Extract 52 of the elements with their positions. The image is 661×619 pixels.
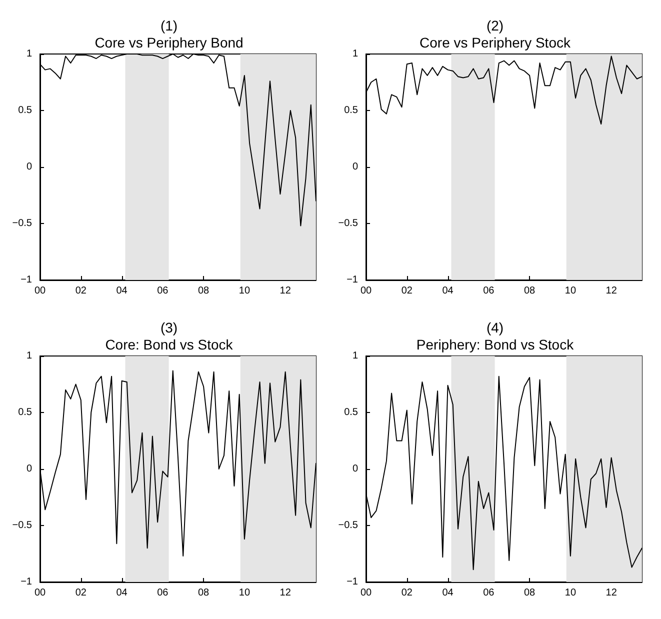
chart-title: (3) Core: Bond vs Stock bbox=[105, 320, 234, 352]
y-tick-label: −1 bbox=[346, 576, 358, 588]
y-tick-label: 0 bbox=[26, 464, 32, 474]
x-tick-label: 08 bbox=[198, 588, 210, 598]
chart-title: (1) Core vs Periphery Bond bbox=[94, 18, 244, 50]
x-tick-label: 00 bbox=[34, 588, 46, 598]
y-tick-label: 0.5 bbox=[344, 105, 358, 116]
x-tick-label: 08 bbox=[198, 286, 210, 296]
x-tick-label: 00 bbox=[360, 286, 372, 296]
x-tick-label: 02 bbox=[401, 286, 413, 296]
y-tick-label: 0 bbox=[26, 162, 32, 172]
chart-title: (2) Core vs Periphery Stock bbox=[420, 18, 572, 50]
x-tick-label: 06 bbox=[483, 588, 495, 598]
x-tick-label: 10 bbox=[564, 286, 576, 296]
x-tick-label: 00 bbox=[34, 286, 46, 296]
x-tick-label: 04 bbox=[116, 286, 128, 296]
y-tick-label: 1 bbox=[26, 48, 32, 60]
y-tick-label: −0.5 bbox=[338, 218, 358, 229]
y-tick-label: 1 bbox=[26, 350, 32, 362]
x-tick-label: 12 bbox=[606, 588, 618, 598]
x-tick-label: 02 bbox=[75, 286, 87, 296]
x-tick-label: 06 bbox=[157, 286, 169, 296]
y-tick-label: 0.5 bbox=[18, 407, 32, 418]
x-tick-label: 02 bbox=[401, 588, 413, 598]
x-tick-label: 10 bbox=[564, 588, 576, 598]
x-tick-label: 12 bbox=[280, 588, 292, 598]
y-tick-label: −1 bbox=[346, 274, 358, 286]
y-tick-label: −0.5 bbox=[12, 520, 32, 531]
y-tick-label: 1 bbox=[352, 48, 358, 60]
y-tick-label: 0 bbox=[352, 464, 358, 474]
x-tick-label: 06 bbox=[483, 286, 495, 296]
y-tick-label: 0 bbox=[352, 162, 358, 172]
y-tick-label: −0.5 bbox=[12, 218, 32, 229]
x-tick-label: 02 bbox=[75, 588, 87, 598]
y-tick-label: 0.5 bbox=[18, 105, 32, 116]
x-tick-label: 10 bbox=[238, 286, 250, 296]
x-tick-label: 08 bbox=[524, 286, 536, 296]
y-tick-label: −1 bbox=[20, 576, 32, 588]
x-tick-label: 06 bbox=[157, 588, 169, 598]
x-tick-label: 12 bbox=[280, 286, 292, 296]
x-tick-label: 04 bbox=[442, 588, 454, 598]
x-tick-label: 04 bbox=[442, 286, 454, 296]
y-tick-label: −1 bbox=[20, 274, 32, 286]
y-tick-label: 1 bbox=[352, 350, 358, 362]
y-tick-label: −0.5 bbox=[338, 520, 358, 531]
x-tick-label: 04 bbox=[116, 588, 128, 598]
y-tick-label: 0.5 bbox=[344, 407, 358, 418]
x-tick-label: 12 bbox=[606, 286, 618, 296]
x-tick-label: 08 bbox=[524, 588, 536, 598]
x-tick-label: 00 bbox=[360, 588, 372, 598]
chart-title: (4) Periphery: Bond vs Stock bbox=[416, 320, 575, 352]
x-tick-label: 10 bbox=[238, 588, 250, 598]
